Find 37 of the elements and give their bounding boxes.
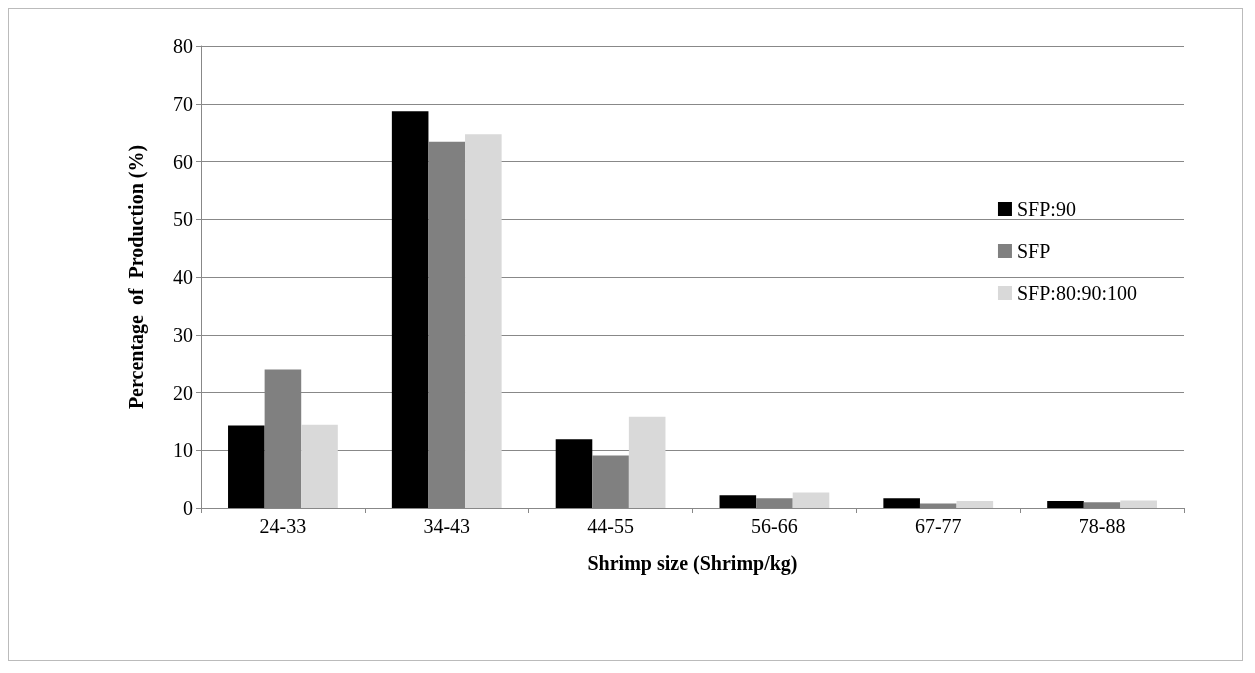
x-tick-label: 34-43: [423, 515, 471, 537]
legend-label: SFP: [1016, 240, 1051, 262]
x-tick-label: 56-66: [751, 515, 798, 537]
y-tick-label: 40: [173, 266, 193, 288]
bar: [228, 425, 265, 508]
x-tick-label: 67-77: [914, 515, 962, 537]
y-tick-label: 10: [173, 439, 193, 462]
bar: [428, 141, 466, 508]
y-axis-title: Percentage of Production (%): [125, 144, 148, 410]
y-tick-label: 70: [173, 92, 193, 115]
bar: [919, 503, 957, 508]
bar: [1120, 500, 1157, 508]
bar: [465, 134, 502, 508]
y-tick-label: 50: [173, 208, 193, 231]
bar: [719, 495, 757, 508]
x-tick-label: 44-55: [587, 515, 634, 537]
bar: [1047, 501, 1084, 508]
bar: [555, 439, 593, 508]
bar: [883, 498, 920, 508]
y-tick-label: 80: [173, 35, 193, 57]
y-tick-label: 30: [173, 323, 193, 346]
legend-label: SFP:80:90:100: [1016, 282, 1138, 304]
x-tick-label: 78-88: [1078, 515, 1126, 537]
bar: [792, 492, 830, 508]
y-tick-label: 20: [173, 381, 193, 404]
y-tick-label: 60: [173, 150, 193, 173]
bar: [956, 501, 994, 508]
bar: [756, 498, 793, 508]
legend-label: SFP:90: [1016, 198, 1076, 220]
bar: [592, 455, 629, 508]
bar: [628, 416, 666, 508]
bar: [1083, 502, 1121, 508]
y-tick-label: 0: [183, 497, 193, 519]
x-axis-title: Shrimp size (Shrimp/kg): [587, 552, 798, 575]
x-tick-label: 24-33: [259, 515, 307, 537]
bar: [391, 111, 429, 508]
bar: [301, 424, 338, 508]
